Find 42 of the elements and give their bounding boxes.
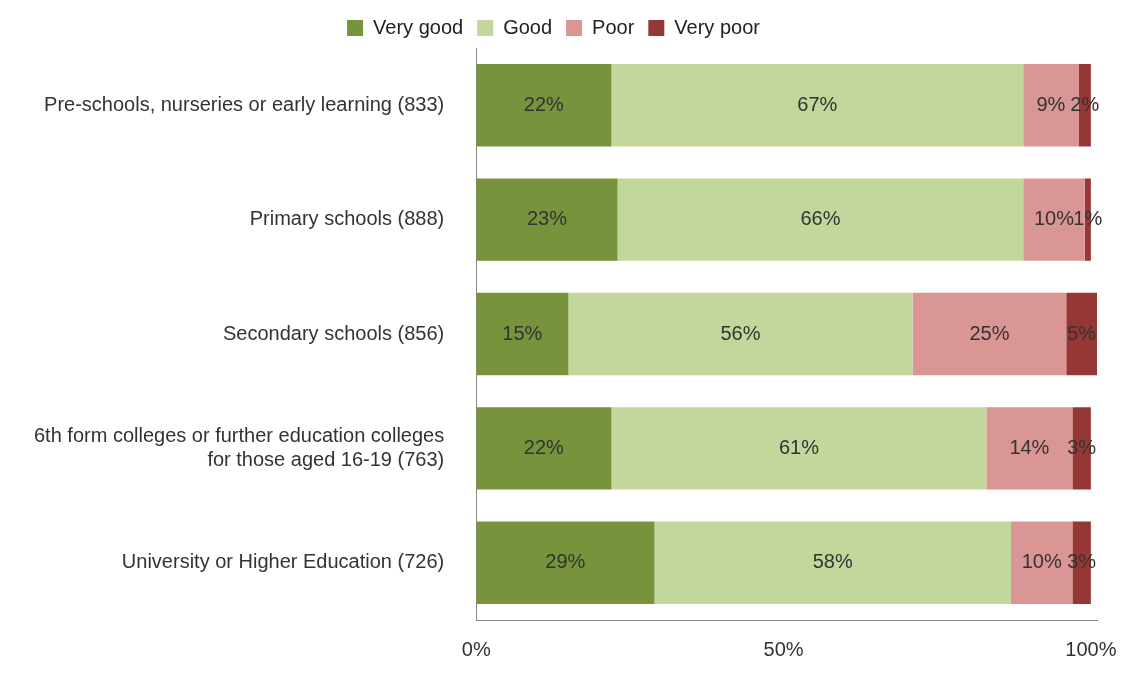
data-label: 14% (1009, 435, 1050, 458)
data-label: 10% (1033, 207, 1075, 230)
legend-label: Very good (373, 15, 464, 38)
bar (611, 64, 1024, 147)
data-label: 2% (1070, 92, 1100, 115)
data-label: 22% (523, 435, 565, 458)
y-tick-label: Secondary schools (856) (222, 321, 445, 344)
bar (476, 178, 618, 261)
bar (617, 178, 1024, 261)
bar (476, 407, 612, 490)
data-label: 67% (797, 92, 838, 115)
data-label: 66% (800, 207, 841, 230)
legend-label: Poor (592, 15, 635, 38)
legend-label: Good (503, 15, 553, 38)
data-label: 22% (523, 92, 565, 115)
bar (476, 292, 569, 376)
bar (568, 292, 913, 376)
data-label: 9% (1036, 92, 1066, 115)
data-label: 5% (1067, 321, 1097, 344)
y-tick-label: University or Higher Education (726) (121, 550, 445, 573)
bar (1066, 292, 1097, 376)
data-label: 56% (720, 321, 761, 344)
y-tick-label: Pre-schools, nurseries or early learning (833) (44, 92, 445, 115)
y-tick-label: Primary schools (888) (249, 207, 445, 230)
data-label: 1% (1073, 207, 1103, 230)
bar (912, 292, 1067, 376)
y-tick-label: 6th form colleges or further education colleges for those aged 16-19 (763) (33, 423, 445, 470)
legend-label: Very poor (674, 15, 761, 38)
bar (654, 521, 1011, 604)
data-label: 61% (778, 435, 820, 458)
data-label: 58% (812, 550, 853, 573)
data-label: 15% (502, 321, 543, 344)
data-label: 23% (526, 207, 568, 230)
x-tick-label: 50% (763, 637, 804, 660)
x-tick-label: 0% (461, 637, 491, 660)
data-label: 10% (1021, 550, 1062, 573)
bar (611, 407, 987, 490)
bar (476, 64, 612, 147)
data-label: 25% (969, 321, 1010, 344)
bar (476, 521, 655, 604)
data-label: 29% (545, 550, 586, 573)
x-tick-label: 100% (1065, 637, 1117, 660)
